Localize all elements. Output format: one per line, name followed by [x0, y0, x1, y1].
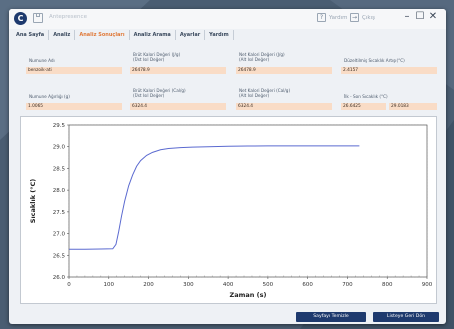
x-axis-label: Zaman (s) — [230, 291, 267, 299]
temp-rise-field[interactable]: 2.4157 — [341, 67, 437, 74]
temperature-chart: 0 100 200 300 400 500 600 700 800 900 26.0 26.5 27.0… — [20, 116, 437, 304]
plot-frame — [68, 124, 428, 278]
x-tick-label: 600 — [302, 282, 313, 288]
x-tick-label: 300 — [183, 282, 194, 288]
gross-heat-jg-sublabel: (Üst Isıl Değer) — [133, 57, 165, 62]
y-tick-label: 29.0 — [53, 145, 66, 151]
gross-heat-cal-sublabel: (Üst Isıl Değer) — [133, 93, 165, 98]
temp-rise-label: Düzeltilmiş Sıcaklık Artışı(°C) — [344, 58, 405, 63]
net-heat-jg-field[interactable]: 26478.9 — [236, 67, 332, 74]
sample-weight-field[interactable]: 1.0065 — [26, 103, 122, 110]
exit-button[interactable]: → Çıkış — [350, 13, 375, 22]
y-tick-label: 29.5 — [53, 123, 66, 129]
y-axis-label: Sıcaklık (°C) — [29, 179, 37, 224]
initial-final-temp-label: İlk - Son Sıcaklık (°C) — [344, 94, 388, 99]
exit-label: Çıkış — [362, 14, 375, 21]
sample-name-field[interactable]: benzoik-ati — [26, 67, 122, 74]
tab-analysis[interactable]: Analiz — [49, 30, 76, 40]
maximize-button[interactable]: ☐ — [415, 11, 425, 22]
series-line — [69, 145, 360, 250]
x-tick-label: 900 — [422, 282, 433, 288]
net-heat-cal-field[interactable]: 6324.4 — [236, 103, 332, 110]
exit-icon: → — [350, 13, 359, 22]
save-icon[interactable] — [33, 13, 43, 23]
y-tick-label: 28.5 — [53, 166, 66, 172]
close-button[interactable]: ✕ — [428, 11, 438, 22]
net-heat-jg-sublabel: (Alt Isıl Değer) — [239, 57, 270, 62]
x-tick-label: 400 — [223, 282, 234, 288]
x-tick-label: 800 — [382, 282, 393, 288]
y-tick-label: 26.5 — [53, 253, 66, 259]
help-icon: ? — [317, 13, 326, 22]
y-tick-label: 28.0 — [53, 188, 66, 194]
minimize-button[interactable]: – — [404, 11, 410, 22]
x-tick-label: 500 — [263, 282, 274, 288]
tab-home[interactable]: Ana Sayfa — [12, 30, 50, 40]
gross-heat-jg-label: Brüt Kalori Değeri (J/g) — [133, 52, 181, 57]
x-tick-label: 700 — [342, 282, 353, 288]
clear-page-button[interactable]: Sayfayı Temizle — [296, 312, 366, 322]
gross-heat-cal-label: Brüt Kalori Değeri (Cal/g) — [133, 88, 186, 93]
window-title: Antepresence — [49, 14, 87, 20]
y-tick-label: 26.0 — [53, 275, 66, 281]
y-tick-label: 27.5 — [53, 210, 66, 216]
x-tick-label: 200 — [143, 282, 154, 288]
tab-analysis-results[interactable]: Analiz Sonuçları — [75, 30, 130, 40]
initial-temp-field[interactable]: 26.6425 — [341, 103, 386, 110]
help-button[interactable]: ? Yardım — [317, 13, 348, 22]
net-heat-cal-label: Net Kalori Değeri (Cal/g) — [239, 88, 291, 93]
sample-name-label: Numune Adı — [29, 58, 55, 63]
gross-heat-cal-field[interactable]: 6324.4 — [130, 103, 226, 110]
tab-analysis-search[interactable]: Analiz Arama — [130, 30, 176, 40]
title-bar: C Antepresence ? Yardım → Çıkış – ☐ ✕ — [9, 9, 446, 29]
tab-help[interactable]: Yardım — [205, 30, 234, 40]
sample-weight-label: Numune Ağırlığı (g) — [29, 94, 70, 99]
app-logo-icon: C — [14, 12, 27, 25]
net-heat-cal-sublabel: (Alt Isıl Değer) — [239, 93, 270, 98]
back-to-list-button[interactable]: Listeye Geri Dön — [373, 312, 439, 322]
help-label: Yardım — [329, 14, 348, 21]
x-tick-label: 100 — [104, 282, 115, 288]
chart-svg: 0 100 200 300 400 500 600 700 800 900 26.0 26.5 27.0… — [29, 123, 433, 299]
y-tick-label: 27.0 — [53, 232, 66, 238]
x-tick-label: 0 — [67, 282, 71, 288]
tab-bar: Ana Sayfa Analiz Analiz Sonuçları Analiz… — [12, 30, 234, 40]
final-temp-field[interactable]: 29.0183 — [389, 103, 437, 110]
net-heat-jg-label: Net Kalori Değeri (J/g) — [239, 52, 285, 57]
tab-settings[interactable]: Ayarlar — [176, 30, 206, 40]
gross-heat-jg-field[interactable]: 26478.9 — [130, 67, 226, 74]
app-window: C Antepresence ? Yardım → Çıkış – ☐ ✕ An… — [9, 9, 446, 324]
